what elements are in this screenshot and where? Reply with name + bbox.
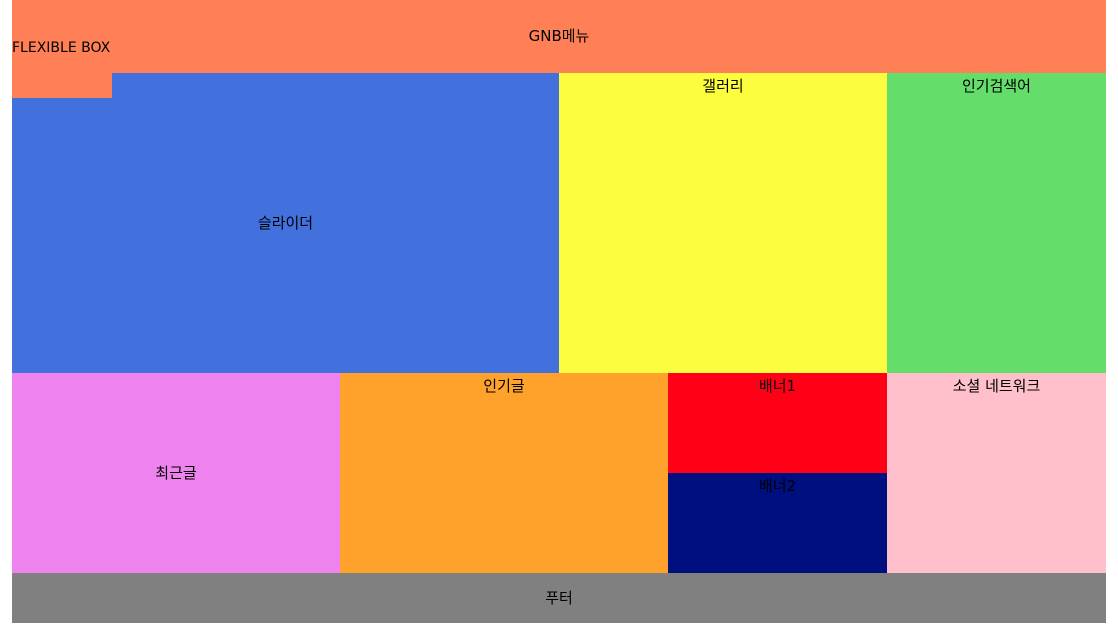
social-network-label: 소셜 네트워크: [952, 377, 1041, 395]
layout-page: GNB메뉴 FLEXIBLE BOX 슬라이더 갤러리 인기검색어 최근글 인기…: [12, 0, 1106, 623]
popular-search-label: 인기검색어: [961, 77, 1031, 95]
banner1-label: 배너1: [758, 377, 797, 395]
popular-posts-label: 인기글: [483, 377, 525, 395]
banner2-label: 배너2: [758, 477, 797, 495]
popular-posts-panel[interactable]: 인기글: [340, 373, 668, 573]
popular-search-panel[interactable]: 인기검색어: [887, 73, 1106, 373]
recent-posts-panel[interactable]: 최근글: [12, 373, 340, 573]
gallery-label: 갤러리: [702, 77, 744, 95]
footer: 푸터: [12, 573, 1106, 623]
gnb-menu[interactable]: GNB메뉴: [12, 0, 1106, 73]
slider-panel[interactable]: 슬라이더: [12, 73, 559, 373]
flexible-box: FLEXIBLE BOX: [12, 0, 112, 98]
slider-label: 슬라이더: [257, 214, 314, 232]
recent-posts-label: 최근글: [155, 464, 197, 482]
footer-label: 푸터: [545, 589, 573, 607]
banner2-panel[interactable]: 배너2: [668, 473, 887, 573]
social-network-panel[interactable]: 소셜 네트워크: [887, 373, 1106, 573]
flexible-box-label: FLEXIBLE BOX: [12, 40, 111, 56]
gallery-panel[interactable]: 갤러리: [559, 73, 887, 373]
gnb-menu-label: GNB메뉴: [528, 27, 590, 45]
banner1-panel[interactable]: 배너1: [668, 373, 887, 473]
